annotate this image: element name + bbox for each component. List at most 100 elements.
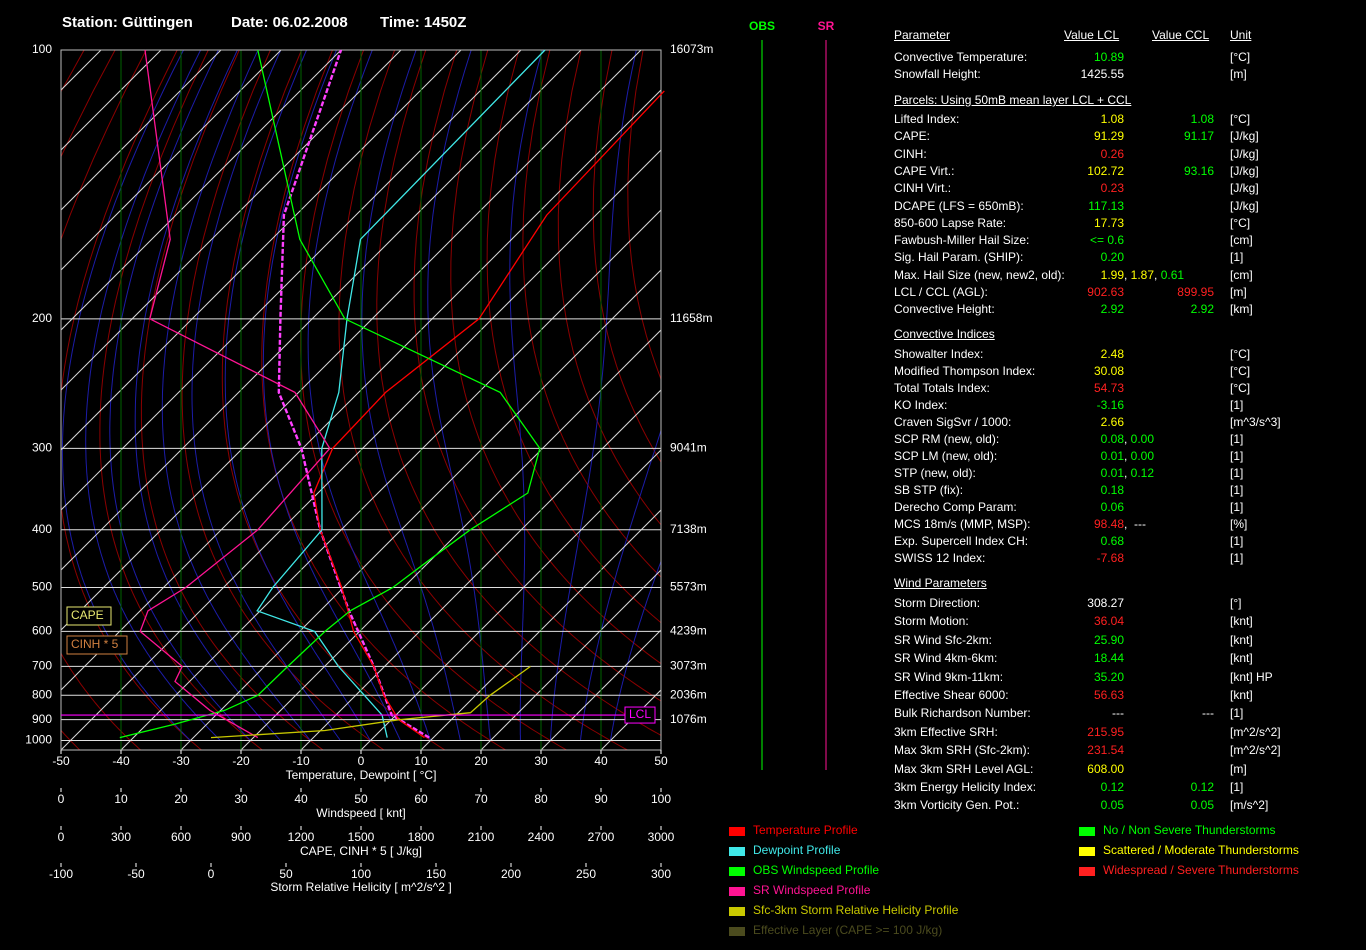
isotherm bbox=[180, 269, 661, 750]
isotherm bbox=[120, 209, 661, 750]
height-label: 11658m bbox=[670, 311, 712, 325]
row-label: Fawbush-Miller Hail Size: bbox=[894, 233, 1030, 248]
row-label: Storm Direction: bbox=[894, 596, 981, 610]
legend-swatch bbox=[729, 927, 745, 936]
legend-label: SR Windspeed Profile bbox=[753, 883, 871, 897]
axis-tick-label: 50 bbox=[279, 867, 293, 881]
table-value-group: , 0.12 bbox=[1124, 465, 1154, 481]
isotherm bbox=[61, 89, 661, 691]
legend-swatch bbox=[1079, 847, 1095, 856]
row-unit: [1] bbox=[1230, 250, 1244, 265]
table-value: , bbox=[1124, 466, 1131, 480]
table-value: 1.87 bbox=[1130, 267, 1155, 282]
axis-title: Storm Relative Helicity [ m^2/s^2 ] bbox=[270, 880, 451, 894]
annotation: CAPE bbox=[71, 608, 104, 622]
row-unit: [knt] bbox=[1230, 632, 1253, 647]
table-value: 902.63 bbox=[1087, 285, 1124, 299]
legend-label: Effective Layer (CAPE >= 100 J/kg) bbox=[753, 923, 942, 937]
table-value: 0.12 bbox=[1100, 780, 1124, 794]
table-value: 54.73 bbox=[1093, 381, 1124, 395]
parcel-profile bbox=[277, 49, 430, 739]
axis-tick-label: 2700 bbox=[588, 830, 615, 844]
row-label: SCP RM (new, old): bbox=[894, 432, 1000, 446]
row-label: SR Wind Sfc-2km: bbox=[894, 632, 993, 647]
annotation: CINH * 5 bbox=[71, 637, 119, 651]
table-value: , --- bbox=[1124, 517, 1146, 531]
column-header: OBS bbox=[749, 19, 775, 33]
row-unit: [knt] bbox=[1230, 688, 1253, 702]
isotherm bbox=[360, 449, 661, 750]
isotherm bbox=[61, 149, 661, 750]
row-label: DCAPE (LFS = 650mB): bbox=[894, 198, 1024, 213]
annotation-box bbox=[66, 635, 128, 655]
section-title: Wind Parameters bbox=[894, 576, 987, 590]
axis-tick-label: 10 bbox=[414, 754, 428, 768]
moist-adiabat bbox=[262, 50, 401, 741]
row-label: LCL / CCL (AGL): bbox=[894, 285, 988, 299]
dry-adiabat bbox=[300, 50, 567, 750]
axis-tick-label: 20 bbox=[174, 792, 188, 806]
lcl-label: LCL bbox=[629, 707, 651, 721]
axis-tick-label: 40 bbox=[294, 792, 308, 806]
table-value: 30.08 bbox=[1093, 364, 1124, 378]
axis-tick-label: 900 bbox=[231, 830, 251, 844]
column-header: SR bbox=[818, 19, 835, 33]
moist-adiabat bbox=[191, 50, 341, 741]
time: Time: 1450Z bbox=[380, 14, 466, 31]
height-label: 3073m bbox=[670, 659, 707, 673]
row-unit: [1] bbox=[1230, 706, 1244, 721]
row-unit: [J/kg] bbox=[1230, 146, 1259, 161]
moist-adiabat bbox=[361, 50, 461, 741]
isotherm bbox=[61, 50, 342, 331]
row-unit: [cm] bbox=[1230, 267, 1253, 282]
legend-label: Widespread / Severe Thunderstorms bbox=[1103, 863, 1299, 877]
row-label: Convective Height: bbox=[894, 302, 995, 317]
axis-tick-label: 40 bbox=[594, 754, 608, 768]
axis-tick-label: -100 bbox=[49, 867, 73, 881]
moist-adiabat bbox=[609, 559, 661, 741]
table-value: 308.27 bbox=[1087, 596, 1124, 610]
row-label: MCS 18m/s (MMP, MSP): bbox=[894, 517, 1031, 531]
lcl-box bbox=[624, 706, 656, 724]
axis-tick-label: 30 bbox=[234, 792, 248, 806]
axis-tick-label: 1500 bbox=[348, 830, 375, 844]
row-label: CINH: bbox=[894, 146, 927, 161]
row-label: Showalter Index: bbox=[894, 347, 984, 361]
row-unit: [1] bbox=[1230, 398, 1244, 412]
table-value-group: , 1.87, 0.61 bbox=[1124, 267, 1184, 283]
row-label: Max 3km SRH (Sfc-2km): bbox=[894, 743, 1031, 758]
table-value: 1.08 bbox=[1190, 112, 1214, 126]
table-value: -3.16 bbox=[1096, 398, 1124, 412]
table-value: 231.54 bbox=[1087, 743, 1124, 758]
row-label: SCP LM (new, old): bbox=[894, 449, 998, 463]
table-header: Value CCL bbox=[1152, 28, 1210, 42]
axis-title: Windspeed [ knt] bbox=[316, 806, 405, 820]
row-label: Convective Temperature: bbox=[894, 50, 1028, 64]
axis-tick-label: 80 bbox=[534, 792, 548, 806]
height-label: 2036m bbox=[670, 687, 707, 701]
table-value: --- bbox=[1202, 706, 1214, 721]
table-value: 2.92 bbox=[1100, 302, 1124, 317]
row-unit: [°C] bbox=[1230, 50, 1251, 64]
table-header: Parameter bbox=[894, 28, 951, 42]
axis-title: CAPE, CINH * 5 [ J/kg] bbox=[300, 844, 422, 858]
annotation-box bbox=[66, 606, 112, 626]
table-value: -7.68 bbox=[1096, 551, 1124, 565]
table-value: 91.29 bbox=[1093, 129, 1124, 144]
row-label: Max 3km SRH Level AGL: bbox=[894, 761, 1034, 776]
legend-swatch bbox=[729, 907, 745, 916]
isotherm bbox=[61, 50, 582, 571]
table-value-group: , 0.00 bbox=[1124, 431, 1154, 447]
row-label: Effective Shear 6000: bbox=[894, 688, 1009, 702]
row-unit: [m] bbox=[1230, 67, 1247, 81]
dry-adiabat bbox=[99, 50, 263, 750]
legend-swatch bbox=[1079, 827, 1095, 836]
axis-tick-label: 30 bbox=[534, 754, 548, 768]
axis-tick-label: 20 bbox=[474, 754, 488, 768]
moist-adiabat bbox=[579, 428, 661, 741]
table-header: Unit bbox=[1230, 28, 1252, 42]
height-label: 4239m bbox=[670, 624, 707, 638]
table-value: 35.20 bbox=[1093, 669, 1124, 684]
